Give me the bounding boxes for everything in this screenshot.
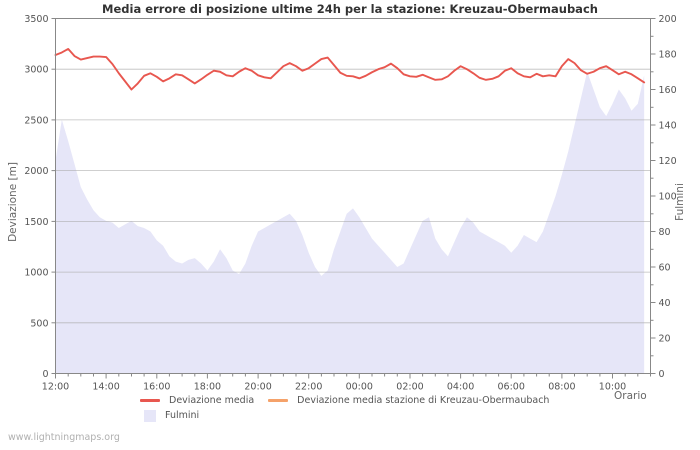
svg-text:20:00: 20:00 — [244, 382, 271, 393]
svg-text:12:00: 12:00 — [42, 382, 69, 393]
legend-item-fulmini[interactable]: Fulmini — [140, 409, 200, 422]
chart-legend: Deviazione media Deviazione media stazio… — [140, 393, 610, 423]
legend-label: Deviazione media — [169, 395, 255, 406]
svg-text:3000: 3000 — [24, 65, 48, 76]
svg-text:200: 200 — [659, 14, 677, 25]
svg-text:00:00: 00:00 — [346, 382, 373, 393]
svg-text:160: 160 — [659, 85, 677, 96]
legend-swatch-line-icon — [140, 399, 160, 402]
svg-text:0: 0 — [42, 369, 48, 380]
svg-text:2500: 2500 — [24, 115, 48, 126]
svg-text:1500: 1500 — [24, 217, 48, 228]
svg-text:18:00: 18:00 — [194, 382, 221, 393]
legend-item-deviazione-media-stazione[interactable]: Deviazione media stazione di Kreuzau-Obe… — [268, 395, 549, 406]
svg-text:1000: 1000 — [24, 268, 48, 279]
legend-label: Deviazione media stazione di Kreuzau-Obe… — [297, 395, 550, 406]
svg-text:40: 40 — [659, 298, 671, 309]
y-axis-label-right: Fulmini — [674, 183, 686, 221]
svg-text:06:00: 06:00 — [498, 382, 525, 393]
legend-swatch-line-icon — [268, 399, 289, 402]
svg-text:16:00: 16:00 — [143, 382, 170, 393]
legend-label: Fulmini — [165, 410, 200, 421]
svg-text:120: 120 — [659, 156, 677, 167]
page-title: Media errore di posizione ultime 24h per… — [102, 2, 598, 16]
svg-text:140: 140 — [659, 121, 677, 132]
svg-text:180: 180 — [659, 50, 677, 61]
svg-text:20: 20 — [659, 334, 671, 345]
svg-text:10:00: 10:00 — [599, 382, 626, 393]
legend-swatch-area-icon — [144, 409, 156, 422]
svg-text:22:00: 22:00 — [295, 382, 322, 393]
legend-row-2: Fulmini — [140, 408, 610, 423]
svg-text:08:00: 08:00 — [548, 382, 575, 393]
svg-text:3500: 3500 — [24, 14, 48, 25]
svg-text:100: 100 — [659, 192, 677, 203]
x-axis-label: Orario — [614, 390, 647, 402]
svg-text:2000: 2000 — [24, 166, 48, 177]
svg-text:60: 60 — [659, 263, 671, 274]
svg-text:80: 80 — [659, 227, 671, 238]
legend-item-deviazione-media[interactable]: Deviazione media — [140, 395, 254, 406]
svg-text:500: 500 — [30, 318, 48, 329]
svg-text:14:00: 14:00 — [92, 382, 119, 393]
svg-text:04:00: 04:00 — [447, 382, 474, 393]
svg-text:02:00: 02:00 — [396, 382, 423, 393]
footer-watermark: www.lightningmaps.org — [8, 432, 120, 443]
legend-row-1: Deviazione media Deviazione media stazio… — [140, 393, 610, 408]
svg-text:0: 0 — [659, 369, 665, 380]
y-axis-label-left: Deviazione [m] — [7, 162, 19, 242]
